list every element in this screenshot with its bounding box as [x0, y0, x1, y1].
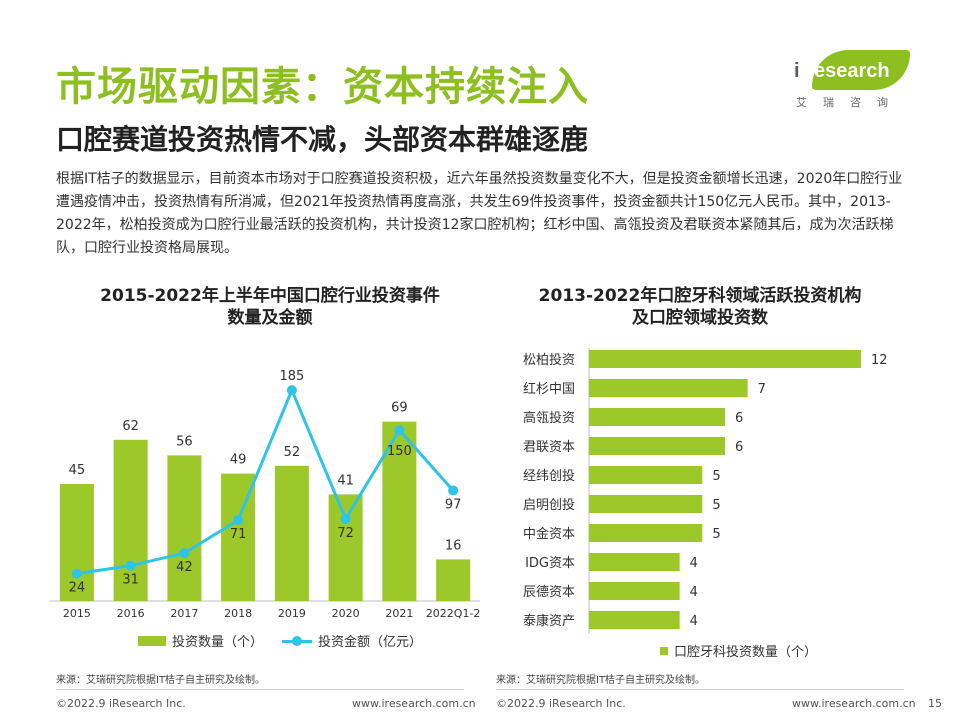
y-tick-label: 启明创投	[523, 497, 575, 513]
bar-value-label: 45	[69, 463, 86, 478]
bar	[436, 559, 471, 601]
legend-hbar: 口腔牙科投资数量（个）	[660, 641, 817, 660]
x-tick-label: 2022Q1-2	[426, 607, 480, 620]
line-series	[76, 386, 455, 576]
bar-value-label: 56	[176, 434, 193, 449]
line-point	[233, 515, 244, 526]
x-tick-label: 2021	[385, 607, 413, 620]
line-value-label: 72	[337, 526, 354, 541]
y-tick-label: 经纬创投	[523, 468, 575, 484]
bar-value-label: 5	[712, 498, 720, 513]
y-tick-label: 松柏投资	[523, 352, 575, 368]
x-tick-label: 2018	[224, 607, 252, 620]
page-title: 市场驱动因素：资本持续注入	[56, 64, 589, 110]
y-tick-label: 高瓴投资	[523, 410, 575, 426]
y-tick-label: 辰德资本	[523, 585, 575, 600]
line-value-label: 150	[387, 444, 412, 459]
bar-value-label: 52	[284, 445, 301, 460]
footer-copyright: ©2022.9 iResearch Inc.	[496, 697, 626, 710]
footer-url[interactable]: www.iresearch.com.cn	[792, 697, 916, 710]
bar	[589, 582, 680, 600]
y-tick-label: 中金资本	[523, 526, 575, 542]
line-value-label: 42	[176, 560, 193, 575]
line-point	[340, 513, 351, 524]
bar-value-label: 6	[735, 440, 743, 455]
bar-value-label: 69	[391, 401, 408, 416]
source-note-left: 来源：艾瑞研究院根据IT桔子自主研究及绘制。	[56, 675, 266, 686]
y-tick-label: IDG资本	[525, 556, 575, 571]
investor-bar-chart: 松柏投资 12 红杉中国 7 高瓴投资 6 君联资本 6 经纬创投 5 启明创投 5 中金资本 5 IDG资…	[523, 348, 888, 634]
bar	[589, 466, 703, 484]
bar-value-label: 5	[712, 469, 720, 484]
chart1-title: 2015-2022年上半年中国口腔行业投资事件 数量及金额	[100, 286, 440, 328]
investment-combo-chart: 45 2015 62 2016 56 2017 49 2018 52 2019 41 2020 69 20…	[50, 369, 480, 620]
bar-value-label: 7	[758, 382, 766, 397]
body-paragraph: 根据IT桔子的数据显示，目前资本市场对于口腔赛道投资积极，近六年虽然投资数量变化…	[56, 171, 903, 256]
bar-value-label: 6	[735, 411, 743, 426]
bar	[589, 553, 680, 571]
logo-leaf-icon	[812, 50, 910, 90]
bar-value-label: 49	[230, 453, 247, 468]
footer-copyright: ©2022.9 iResearch Inc.	[56, 697, 186, 710]
iresearch-logo: iResearch 艾瑞咨询	[786, 50, 910, 110]
line-point	[71, 568, 82, 579]
divider	[56, 689, 464, 690]
bar	[113, 439, 148, 601]
logo-brand: iResearch	[794, 60, 890, 82]
x-tick-label: 2015	[63, 607, 91, 620]
source-note-right: 来源：艾瑞研究院根据IT桔子自主研究及绘制。	[496, 675, 706, 686]
bar-value-label: 41	[337, 473, 354, 488]
bar	[589, 408, 725, 426]
chart2-title: 2013-2022年口腔牙科领域活跃投资机构 及口腔领域投资数	[538, 286, 862, 328]
bar-value-label: 5	[712, 527, 720, 542]
divider	[496, 689, 904, 690]
line-point	[448, 485, 459, 496]
legend-line: 投资金额（亿元）	[282, 631, 422, 650]
bar-value-label: 4	[690, 556, 698, 571]
bar	[274, 465, 309, 601]
line-value-label: 24	[69, 581, 86, 596]
bar-value-label: 4	[690, 614, 698, 629]
x-tick-label: 2017	[170, 607, 198, 620]
logo-cn: 艾瑞咨询	[796, 96, 904, 109]
line-swatch-icon	[282, 635, 312, 646]
bar-value-label: 16	[445, 538, 462, 553]
line-point	[394, 425, 405, 436]
bar	[589, 350, 861, 368]
line-value-label: 71	[230, 527, 247, 542]
x-tick-label: 2019	[278, 607, 306, 620]
bar	[589, 437, 725, 455]
bar	[589, 524, 703, 542]
bar	[589, 495, 703, 513]
footer-url[interactable]: www.iresearch.com.cn	[352, 697, 476, 710]
y-tick-label: 红杉中国	[523, 381, 575, 397]
bar-swatch-icon	[138, 635, 166, 646]
x-tick-label: 2020	[332, 607, 360, 620]
bar-value-label: 4	[690, 585, 698, 600]
x-tick-label: 2016	[117, 607, 145, 620]
line-value-label: 97	[445, 497, 462, 512]
bar-swatch-icon	[660, 646, 668, 655]
y-tick-label: 君联资本	[523, 440, 575, 455]
legend-bar: 投资数量（个）	[138, 631, 263, 650]
line-point	[125, 560, 136, 571]
bar	[589, 379, 748, 397]
line-value-label: 31	[122, 573, 139, 588]
bar	[167, 455, 202, 601]
line-point	[179, 548, 190, 559]
line-point	[286, 385, 297, 396]
page-subtitle: 口腔赛道投资热情不减，头部资本群雄逐鹿	[56, 123, 589, 156]
bar-value-label: 12	[871, 353, 888, 368]
bar	[59, 484, 94, 601]
page-number: 15	[928, 697, 942, 710]
bar	[328, 494, 363, 601]
y-tick-label: 泰康资产	[523, 613, 575, 629]
line-value-label: 185	[279, 369, 304, 384]
bar-value-label: 62	[122, 419, 139, 434]
bar	[589, 611, 680, 629]
